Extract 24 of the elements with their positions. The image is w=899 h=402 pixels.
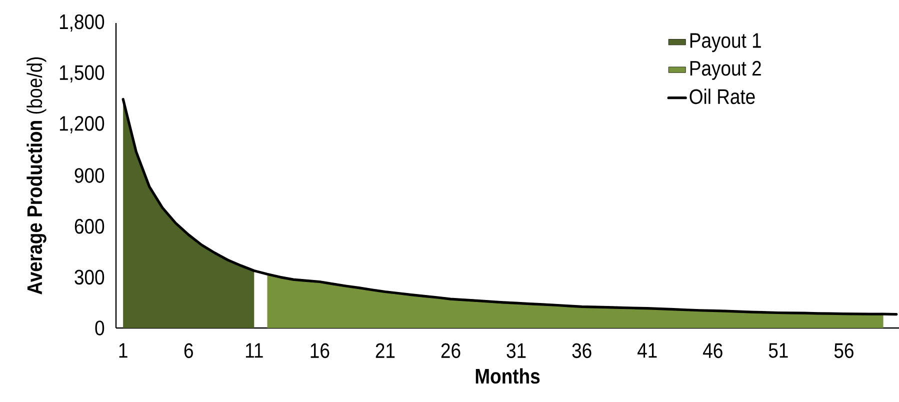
x-tick-label: 41 xyxy=(638,343,657,358)
y-tick-label: 900 xyxy=(74,168,104,183)
x-tick-label: 1 xyxy=(119,343,128,358)
y-tick-label: 1,500 xyxy=(60,65,104,83)
x-tick-label: 6 xyxy=(184,343,193,358)
y-tick-label: 1,200 xyxy=(60,116,104,134)
x-tick-label: 16 xyxy=(310,343,330,358)
x-tick-label: 56 xyxy=(834,343,854,358)
y-tick-label: 300 xyxy=(74,270,104,285)
y-tick-label: 1,800 xyxy=(60,14,104,32)
x-axis-title: Months xyxy=(476,368,540,384)
y-tick-label: 600 xyxy=(74,218,104,234)
x-tick-label: 31 xyxy=(506,343,526,358)
x-tick-label: 11 xyxy=(246,343,263,358)
x-tick-label: 26 xyxy=(441,343,460,358)
y-axis-title: Average Production (boe/d) xyxy=(26,57,46,294)
legend-label: Payout 2 xyxy=(690,60,761,80)
legend-label: Oil Rate xyxy=(690,88,755,104)
x-tick-label: 46 xyxy=(703,343,722,358)
x-tick-label: 21 xyxy=(376,343,395,358)
y-tick-label: 0 xyxy=(95,320,104,336)
legend-label: Payout 1 xyxy=(690,33,761,52)
x-tick-label: 36 xyxy=(572,343,592,358)
x-tick-label: 51 xyxy=(768,343,788,358)
